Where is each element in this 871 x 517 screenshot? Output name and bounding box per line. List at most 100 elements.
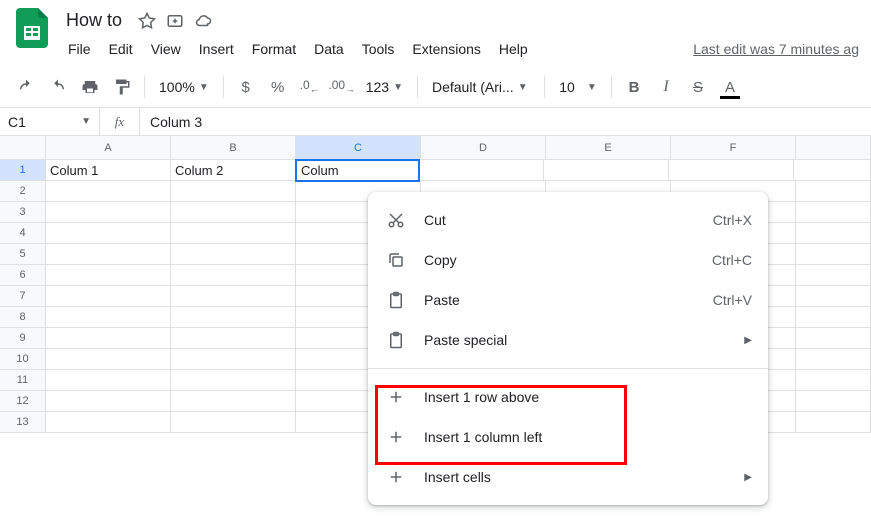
row-header-5[interactable]: 5: [0, 244, 46, 265]
cell-a6[interactable]: [46, 265, 171, 286]
cell-b3[interactable]: [171, 202, 296, 223]
cell[interactable]: [796, 223, 871, 244]
document-title[interactable]: How to: [60, 8, 128, 33]
cell-a12[interactable]: [46, 391, 171, 412]
cell-b13[interactable]: [171, 412, 296, 433]
cell-a2[interactable]: [46, 181, 171, 202]
cell[interactable]: [796, 328, 871, 349]
cell[interactable]: [794, 160, 871, 181]
zoom-dropdown[interactable]: 100%▼: [153, 73, 215, 101]
cell-a9[interactable]: [46, 328, 171, 349]
cell-a10[interactable]: [46, 349, 171, 370]
menu-format[interactable]: Format: [244, 37, 304, 61]
menu-tools[interactable]: Tools: [354, 37, 403, 61]
formula-input[interactable]: Colum 3: [140, 114, 871, 130]
row-header-10[interactable]: 10: [0, 349, 46, 370]
cell[interactable]: [796, 307, 871, 328]
context-menu-insert-1-column-left[interactable]: Insert 1 column left: [368, 417, 768, 457]
column-header[interactable]: [796, 136, 871, 159]
context-menu-cut[interactable]: CutCtrl+X: [368, 200, 768, 240]
row-header-13[interactable]: 13: [0, 412, 46, 433]
cell-reference-dropdown[interactable]: C1▼: [0, 108, 100, 135]
cell-a8[interactable]: [46, 307, 171, 328]
context-menu-insert-1-row-above[interactable]: Insert 1 row above: [368, 377, 768, 417]
menu-edit[interactable]: Edit: [101, 37, 141, 61]
row-header-7[interactable]: 7: [0, 286, 46, 307]
cell-c1[interactable]: Colum: [295, 159, 420, 182]
undo-button[interactable]: [12, 73, 40, 101]
context-menu-insert-cells[interactable]: Insert cells▶: [368, 457, 768, 497]
cell-b11[interactable]: [171, 370, 296, 391]
last-edit-link[interactable]: Last edit was 7 minutes ag: [693, 37, 859, 61]
percent-button[interactable]: %: [264, 73, 292, 101]
row-header-8[interactable]: 8: [0, 307, 46, 328]
menu-insert[interactable]: Insert: [191, 37, 242, 61]
italic-button[interactable]: I: [652, 73, 680, 101]
redo-button[interactable]: [44, 73, 72, 101]
bold-button[interactable]: B: [620, 73, 648, 101]
cell-b4[interactable]: [171, 223, 296, 244]
cell[interactable]: [796, 349, 871, 370]
context-menu-copy[interactable]: CopyCtrl+C: [368, 240, 768, 280]
star-icon[interactable]: [138, 12, 156, 30]
cell-b2[interactable]: [171, 181, 296, 202]
cell-b10[interactable]: [171, 349, 296, 370]
row-header-6[interactable]: 6: [0, 265, 46, 286]
font-dropdown[interactable]: Default (Ari...▼: [426, 73, 536, 101]
strikethrough-button[interactable]: S: [684, 73, 712, 101]
cell-b1[interactable]: Colum 2: [171, 160, 296, 181]
decrease-decimal-button[interactable]: .0←: [296, 73, 324, 101]
sheets-logo[interactable]: [12, 8, 52, 48]
row-header-2[interactable]: 2: [0, 181, 46, 202]
text-color-button[interactable]: A: [716, 73, 744, 101]
currency-button[interactable]: $: [232, 73, 260, 101]
cell[interactable]: [796, 202, 871, 223]
cell-a3[interactable]: [46, 202, 171, 223]
font-size-dropdown[interactable]: 10▼: [553, 73, 603, 101]
cell-a13[interactable]: [46, 412, 171, 433]
increase-decimal-button[interactable]: .00→: [328, 73, 356, 101]
cell[interactable]: [796, 244, 871, 265]
select-all-corner[interactable]: [0, 136, 46, 159]
cell-a1[interactable]: Colum 1: [46, 160, 171, 181]
cell[interactable]: [796, 412, 871, 433]
menu-extensions[interactable]: Extensions: [404, 37, 488, 61]
cloud-icon[interactable]: [194, 12, 212, 30]
menu-data[interactable]: Data: [306, 37, 352, 61]
row-header-9[interactable]: 9: [0, 328, 46, 349]
column-header-c[interactable]: C: [296, 136, 421, 159]
cell-b9[interactable]: [171, 328, 296, 349]
row-header-11[interactable]: 11: [0, 370, 46, 391]
cell-a4[interactable]: [46, 223, 171, 244]
cell-b5[interactable]: [171, 244, 296, 265]
move-icon[interactable]: [166, 12, 184, 30]
column-header-d[interactable]: D: [421, 136, 546, 159]
menu-file[interactable]: File: [60, 37, 99, 61]
menu-help[interactable]: Help: [491, 37, 536, 61]
cell[interactable]: [796, 181, 871, 202]
context-menu-paste[interactable]: PasteCtrl+V: [368, 280, 768, 320]
number-format-dropdown[interactable]: 123▼: [360, 73, 409, 101]
cell[interactable]: [796, 370, 871, 391]
cell-b8[interactable]: [171, 307, 296, 328]
column-header-f[interactable]: F: [671, 136, 796, 159]
context-menu-paste-special[interactable]: Paste special▶: [368, 320, 768, 360]
paint-format-button[interactable]: [108, 73, 136, 101]
row-header-1[interactable]: 1: [0, 160, 46, 181]
row-header-12[interactable]: 12: [0, 391, 46, 412]
menu-view[interactable]: View: [143, 37, 189, 61]
cell-b7[interactable]: [171, 286, 296, 307]
column-header-b[interactable]: B: [171, 136, 296, 159]
cell[interactable]: [796, 286, 871, 307]
cell-e1[interactable]: [544, 160, 669, 181]
column-header-e[interactable]: E: [546, 136, 671, 159]
cell-a5[interactable]: [46, 244, 171, 265]
row-header-3[interactable]: 3: [0, 202, 46, 223]
cell-d1[interactable]: [419, 160, 544, 181]
column-header-a[interactable]: A: [46, 136, 171, 159]
print-button[interactable]: [76, 73, 104, 101]
cell-b6[interactable]: [171, 265, 296, 286]
cell-a11[interactable]: [46, 370, 171, 391]
cell[interactable]: [796, 391, 871, 412]
cell-a7[interactable]: [46, 286, 171, 307]
